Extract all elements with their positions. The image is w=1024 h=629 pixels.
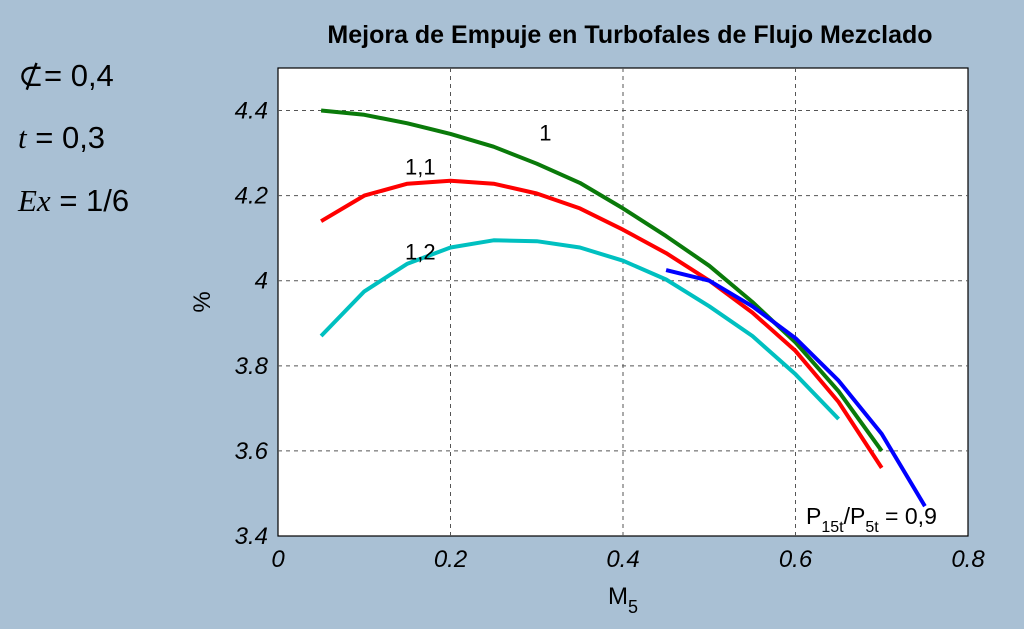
param-alpha-symbol: ⊄ [18,58,44,93]
chart-title: Mejora de Empuje en Turbofales de Flujo … [327,21,932,49]
y-tick-label: 4.2 [235,183,268,210]
y-tick-label: 3.6 [235,438,269,465]
x-axis-label-main: M [608,583,628,610]
series-line-4 [665,268,927,508]
pressure-ratio-annotation: P15t/P5t = 0,9 [806,503,937,536]
param-alpha: ⊄= 0,4 [18,58,114,94]
x-axis-label-sub: 5 [628,597,638,617]
x-tick-label: 0.4 [606,546,639,573]
y-tick-label: 3.4 [235,523,268,550]
grid [278,68,968,536]
series-line-3 [319,238,841,421]
param-ex-value: = 1/6 [50,183,130,218]
series-line-1 [320,108,884,453]
y-ticks: 3.4 3.6 3.8 4 4.2 4.4 [235,98,269,550]
x-tick-label: 0.6 [779,546,813,573]
x-tick-label: 0.8 [951,546,985,573]
x-tick-label: 0 [271,546,285,573]
series-line-2 [320,178,884,469]
curve-label-3: 1,2 [405,239,436,264]
x-axis-label: M5 [608,583,638,617]
series [319,108,927,508]
param-ex-symbol: Ex [18,183,51,218]
y-tick-label: 3.8 [235,353,269,380]
param-ex: Ex = 1/6 [18,183,129,219]
param-t-symbol: t [18,120,27,155]
y-tick-label: 4 [255,268,268,295]
param-alpha-value: = 0,4 [43,58,114,93]
y-axis-label: % [189,291,216,312]
param-t: t = 0,3 [18,120,105,156]
x-tick-label: 0.2 [434,546,467,573]
y-tick-label: 4.4 [235,98,268,125]
curve-label-1: 1 [539,120,551,145]
param-t-value: = 0,3 [26,120,106,155]
curve-label-2: 1,1 [405,154,436,179]
x-ticks: 0 0.2 0.4 0.6 0.8 [271,546,985,573]
curve-labels: 1 1,1 1,2 [405,120,551,264]
